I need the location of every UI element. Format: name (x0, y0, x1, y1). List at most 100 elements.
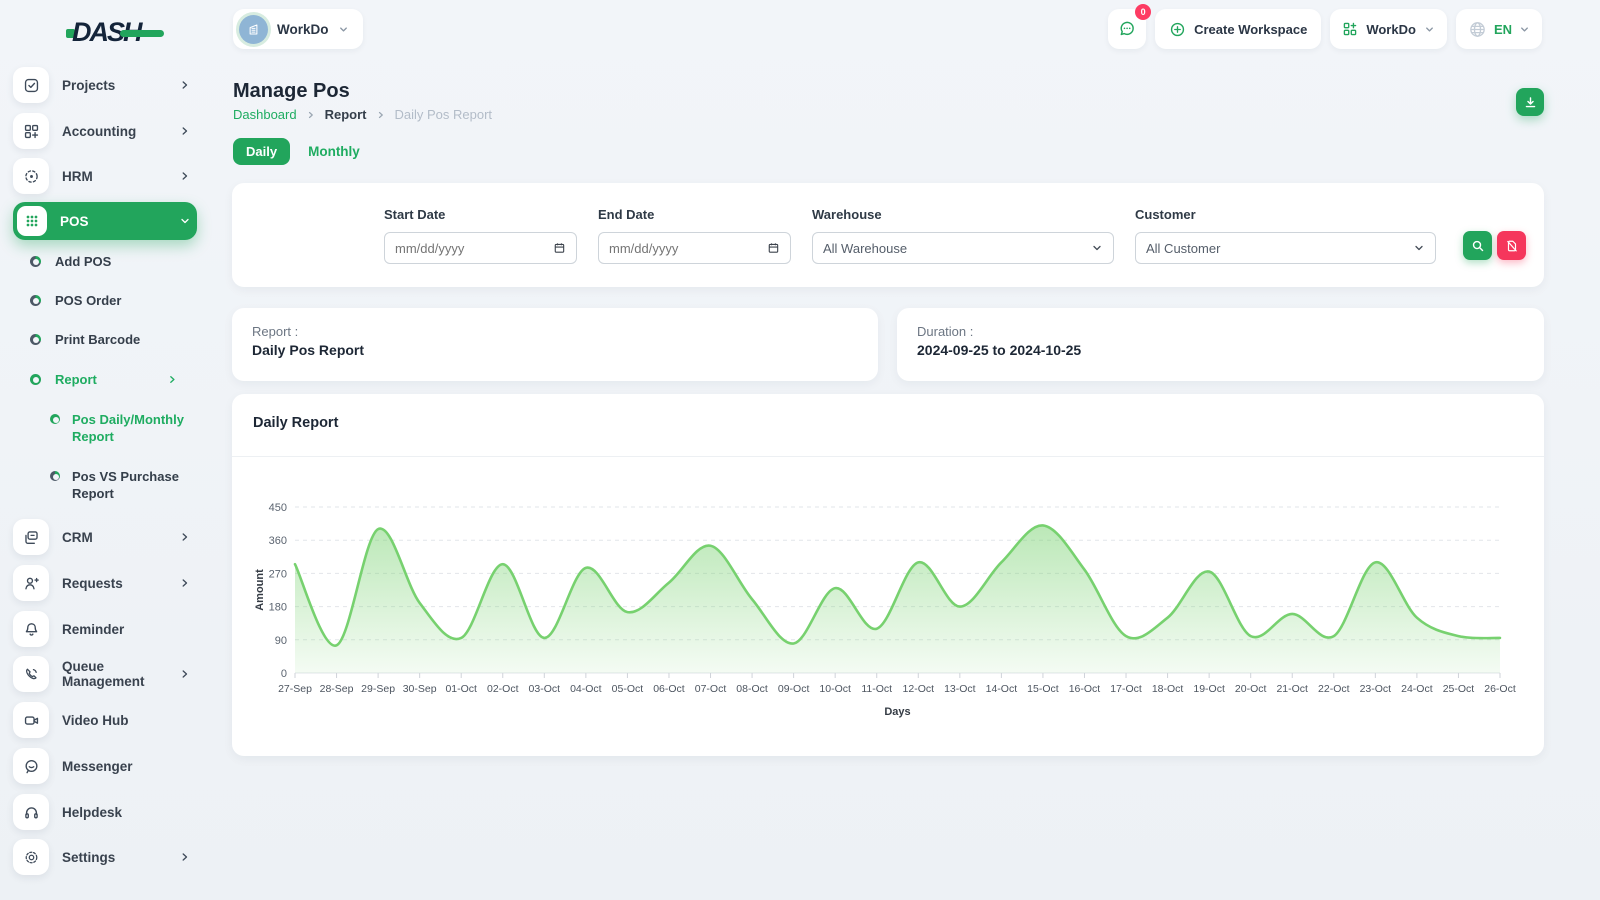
customer-value: All Customer (1146, 241, 1220, 256)
svg-text:17-Oct: 17-Oct (1110, 683, 1142, 695)
sidebar: DASH Projects Accounting HRM (0, 0, 220, 900)
svg-text:25-Oct: 25-Oct (1443, 683, 1475, 695)
end-date-field[interactable] (609, 241, 767, 256)
grid-plus-icon (1342, 21, 1358, 37)
sidebar-item-accounting[interactable]: Accounting (13, 112, 197, 150)
end-date-input[interactable] (598, 232, 791, 264)
chat-icon (1118, 20, 1136, 38)
svg-text:14-Oct: 14-Oct (986, 683, 1018, 695)
messages-button[interactable]: 0 (1108, 9, 1146, 49)
sidebar-item-label: Requests (62, 576, 179, 591)
sidebar-item-label: Projects (62, 78, 179, 93)
warehouse-select[interactable]: All Warehouse (812, 232, 1114, 264)
workspace-avatar (239, 15, 268, 44)
sidebar-item-label: CRM (62, 530, 179, 545)
sidebar-item-label: POS (60, 214, 179, 229)
daily-report-chart: 09018027036045027-Sep28-Sep29-Sep30-Sep0… (252, 470, 1524, 740)
plus-circle-icon (1169, 21, 1186, 38)
breadcrumb: Dashboard Report Daily Pos Report (233, 107, 492, 122)
create-workspace-button[interactable]: Create Workspace (1155, 9, 1321, 49)
breadcrumb-report[interactable]: Report (325, 107, 367, 122)
search-button[interactable] (1463, 231, 1492, 260)
topbar-actions: 0 Create Workspace WorkDo EN (1108, 9, 1542, 49)
pos-icon (17, 206, 47, 236)
start-date-label: Start Date (384, 207, 445, 222)
sidebar-item-crm[interactable]: CRM (13, 518, 197, 556)
chevron-right-icon (179, 79, 191, 91)
sidebar-item-label: HRM (62, 169, 179, 184)
tab-daily[interactable]: Daily (233, 138, 290, 165)
svg-text:01-Oct: 01-Oct (445, 683, 477, 695)
report-mode-tabs: Daily Monthly (233, 138, 366, 165)
sidebar-subitem-pos-vs-purchase-report[interactable]: Pos VS Purchase Report (50, 468, 200, 502)
chevron-right-icon (179, 170, 191, 182)
svg-text:07-Oct: 07-Oct (695, 683, 727, 695)
sidebar-item-queue-management[interactable]: Queue Management (13, 655, 197, 693)
create-workspace-label: Create Workspace (1194, 22, 1307, 37)
sidebar-item-reminder[interactable]: Reminder (13, 610, 197, 648)
workspace-selector[interactable]: WorkDo (233, 9, 363, 49)
chevron-down-icon (1413, 242, 1425, 254)
duration-value: 2024-09-25 to 2024-10-25 (917, 342, 1524, 358)
svg-text:02-Oct: 02-Oct (487, 683, 519, 695)
sidebar-item-settings[interactable]: Settings (13, 838, 197, 876)
language-label: EN (1494, 22, 1512, 37)
subitem-label: POS Order (55, 293, 121, 308)
tab-monthly[interactable]: Monthly (302, 144, 366, 159)
svg-text:28-Sep: 28-Sep (320, 683, 354, 695)
chevron-right-icon (179, 125, 191, 137)
user-workspace-label: WorkDo (1366, 22, 1416, 37)
report-value: Daily Pos Report (252, 342, 858, 358)
svg-text:12-Oct: 12-Oct (903, 683, 935, 695)
sidebar-subitem-pos-order[interactable]: POS Order (30, 293, 198, 308)
sidebar-subitem-report[interactable]: Report (30, 372, 198, 387)
bullet-icon (30, 334, 41, 345)
sidebar-item-messenger[interactable]: Messenger (13, 747, 197, 785)
warehouse-label: Warehouse (812, 207, 882, 222)
sidebar-subitem-add-pos[interactable]: Add POS (30, 254, 198, 269)
filter-panel: Start Date End Date Warehouse All Wareho… (232, 183, 1544, 287)
sidebar-item-label: Settings (62, 850, 179, 865)
sidebar-item-projects[interactable]: Projects (13, 66, 197, 104)
user-workspace-menu[interactable]: WorkDo (1330, 9, 1447, 49)
sidebar-item-label: Queue Management (62, 659, 179, 689)
sidebar-subitem-print-barcode[interactable]: Print Barcode (30, 332, 198, 347)
sidebar-item-label: Messenger (62, 759, 197, 774)
file-slash-icon (1505, 239, 1519, 253)
svg-text:90: 90 (275, 635, 287, 647)
sidebar-item-hrm[interactable]: HRM (13, 157, 197, 195)
brand-logo[interactable]: DASH (66, 17, 164, 48)
svg-text:270: 270 (269, 568, 287, 580)
report-summary-card: Report : Daily Pos Report (232, 308, 878, 381)
sidebar-item-requests[interactable]: Requests (13, 564, 197, 602)
sidebar-item-helpdesk[interactable]: Helpdesk (13, 793, 197, 831)
sidebar-item-pos[interactable]: POS (13, 202, 197, 240)
start-date-field[interactable] (395, 241, 553, 256)
sidebar-subitem-pos-daily-monthly-report[interactable]: Pos Daily/Monthly Report (50, 411, 200, 445)
warehouse-value: All Warehouse (823, 241, 907, 256)
customer-select[interactable]: All Customer (1135, 232, 1436, 264)
svg-text:Amount: Amount (254, 569, 266, 611)
start-date-input[interactable] (384, 232, 577, 264)
duration-summary-card: Duration : 2024-09-25 to 2024-10-25 (897, 308, 1544, 381)
svg-text:22-Oct: 22-Oct (1318, 683, 1350, 695)
svg-text:21-Oct: 21-Oct (1276, 683, 1308, 695)
duration-label: Duration : (917, 324, 1524, 339)
bullet-icon (30, 374, 41, 385)
svg-text:0: 0 (281, 668, 287, 680)
chart-title: Daily Report (253, 415, 338, 431)
sidebar-item-label: Accounting (62, 124, 179, 139)
reset-filter-button[interactable] (1497, 231, 1526, 260)
sidebar-item-video-hub[interactable]: Video Hub (13, 701, 197, 739)
chevron-down-icon (179, 215, 191, 227)
workspace-name: WorkDo (277, 22, 329, 37)
svg-text:450: 450 (269, 502, 287, 514)
svg-text:Days: Days (884, 706, 910, 718)
language-selector[interactable]: EN (1456, 9, 1542, 49)
download-button[interactable] (1516, 88, 1544, 116)
globe-icon (1468, 20, 1487, 39)
svg-text:04-Oct: 04-Oct (570, 683, 602, 695)
breadcrumb-dashboard[interactable]: Dashboard (233, 107, 297, 122)
projects-icon (13, 67, 49, 103)
breadcrumb-current: Daily Pos Report (395, 107, 493, 122)
